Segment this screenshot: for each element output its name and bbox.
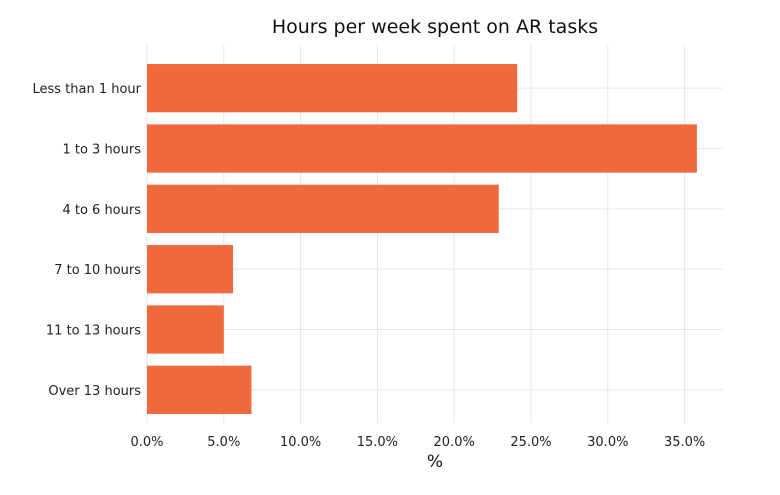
bar-layer — [147, 64, 697, 414]
bar — [147, 245, 234, 294]
x-axis-label: % — [426, 452, 444, 472]
x-tick-layer: 0.0% 5.0% 10.0% 15.0% 20.0% 25.0% 30.0% 35.0% — [130, 435, 705, 450]
x-tick-label: 15.0% — [357, 435, 398, 450]
x-tick-label: 30.0% — [587, 435, 628, 450]
x-tick-label: 10.0% — [280, 435, 321, 450]
category-label: 4 to 6 hours — [62, 203, 141, 218]
bar — [147, 124, 697, 173]
category-label-layer: Less than 1 hour 1 to 3 hours 4 to 6 hours… — [32, 82, 141, 399]
x-tick-label: 35.0% — [664, 435, 705, 450]
x-tick-label: 25.0% — [510, 435, 551, 450]
x-tick-label: 5.0% — [207, 435, 240, 450]
category-label: 1 to 3 hours — [62, 143, 141, 158]
category-label: Less than 1 hour — [32, 82, 141, 97]
x-tick-label: 0.0% — [130, 435, 163, 450]
bar — [147, 64, 518, 113]
bar — [147, 365, 252, 414]
x-tick-label: 20.0% — [434, 435, 475, 450]
category-label: 11 to 13 hours — [46, 324, 141, 339]
category-label: Over 13 hours — [48, 384, 141, 399]
bar — [147, 184, 499, 233]
chart-title: Hours per week spent on AR tasks — [271, 16, 599, 38]
bar — [147, 305, 224, 354]
category-label: 7 to 10 hours — [54, 263, 141, 278]
